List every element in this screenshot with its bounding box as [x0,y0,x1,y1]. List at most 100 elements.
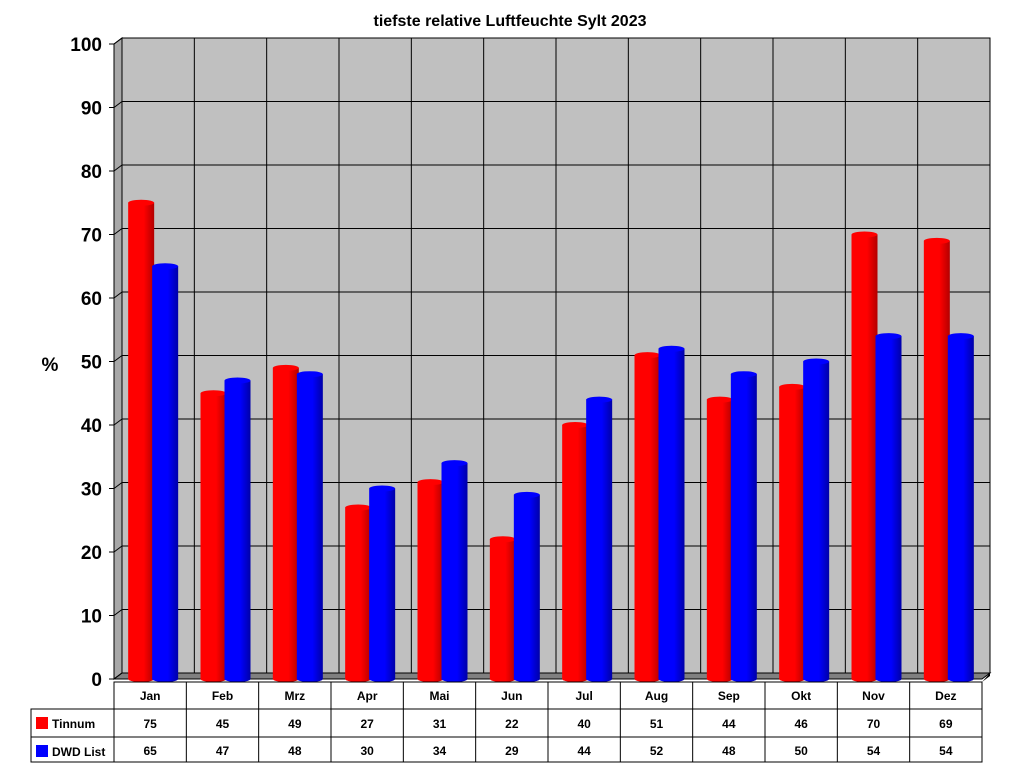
x-tick-label: Jan [140,689,161,703]
y-tick-label: 20 [81,543,102,564]
y-tick-label: 40 [81,416,102,437]
bar-tinnum-dez [923,237,950,682]
bar-base [586,676,613,682]
bar-cap [730,371,757,378]
bar-cap [706,396,733,403]
bar-cap [272,364,299,371]
bar-base [658,676,685,682]
legend-swatch [36,717,48,729]
bar-cap [513,491,540,498]
bar-tinnum-mai [417,479,444,682]
bar-body [489,539,516,679]
bar-body [441,463,468,679]
y-tick-label: 90 [81,99,102,120]
y-tick-label: 10 [81,607,102,628]
y-tick-label: 80 [81,162,102,183]
data-label: 45 [216,717,230,731]
bar-body [369,488,396,679]
y-tick-label: 30 [81,480,102,501]
bar-cap [803,358,830,365]
bar-base [779,676,806,682]
bar-cap [296,371,323,378]
bar-base [369,676,396,682]
y-tick-label: 60 [81,289,102,310]
data-label: 44 [722,717,736,731]
x-tick-label: Jul [575,689,592,703]
y-tick-label: 70 [81,226,102,247]
bar-tinnum-aug [634,352,661,682]
bar-body [272,367,299,679]
bar-dwd-list-sep [730,371,757,682]
bar-body [875,336,902,679]
bar-body [634,355,661,679]
data-label: 50 [794,744,808,758]
data-label: 70 [867,717,881,731]
data-label: 29 [505,744,519,758]
bar-cap [779,383,806,390]
bar-cap [345,504,372,511]
data-label: 69 [939,717,953,731]
data-label: 30 [360,744,374,758]
data-table: Jan 75 65 Feb 45 47 Mrz 49 48 Apr 27 30 Mai 31 34 Jun 22… [30,673,990,763]
bar-body [779,386,806,679]
data-label: 31 [433,717,447,731]
y-tick-label: 50 [81,353,102,374]
bar-base [489,676,516,682]
bar-dwd-list-aug [658,345,685,682]
bar-base [562,676,589,682]
bar-base [152,676,179,682]
bar-dwd-list-mai [441,460,468,682]
x-tick-label: Nov [862,689,885,703]
bar-tinnum-sep [706,396,733,682]
bar-body [200,393,227,679]
x-tick-label: Jun [501,689,522,703]
x-tick-label: Mrz [284,689,305,703]
data-label: 40 [577,717,591,731]
bar-base [875,676,902,682]
gridline-side [113,228,123,235]
x-tick-label: Apr [357,689,378,703]
bar-dwd-list-dez [947,333,974,682]
bar-cap [947,333,974,340]
bar-base [923,676,950,682]
bar-base [851,676,878,682]
gridline-side [113,101,123,108]
table-corner [982,673,990,682]
gridline-side [113,164,123,172]
data-label: 47 [216,744,230,758]
legend-label: Tinnum [52,717,95,731]
bar-tinnum-nov [851,231,878,682]
plot-area [112,37,992,680]
data-label: 54 [867,744,881,758]
bar-base [441,676,468,682]
bar-cap [152,263,179,270]
bar-cap [128,199,155,206]
data-label: 65 [143,744,157,758]
bar-base [345,676,372,682]
y-tick-label: 0 [91,670,102,691]
bar-dwd-list-okt [803,358,830,682]
x-tick-label: Mai [429,689,449,703]
bar-cap [369,485,396,492]
bar-body [417,482,444,679]
bar-body [803,361,830,679]
bar-dwd-list-feb [224,377,251,682]
bar-base [200,676,227,682]
data-label: 27 [360,717,374,731]
bars [128,199,974,682]
legend-swatch [36,745,48,757]
bar-body [947,336,974,679]
bar-base [706,676,733,682]
data-label: 75 [143,717,157,731]
bar-body [586,399,613,679]
data-label: 52 [650,744,664,758]
data-label: 22 [505,717,519,731]
bar-dwd-list-nov [875,333,902,682]
bar-body [562,425,589,679]
gridline-side [113,355,123,362]
bar-base [417,676,444,682]
y-tick-label: 100 [70,35,102,56]
bar-base [513,676,540,682]
data-label: 46 [794,717,808,731]
data-label: 49 [288,717,302,731]
